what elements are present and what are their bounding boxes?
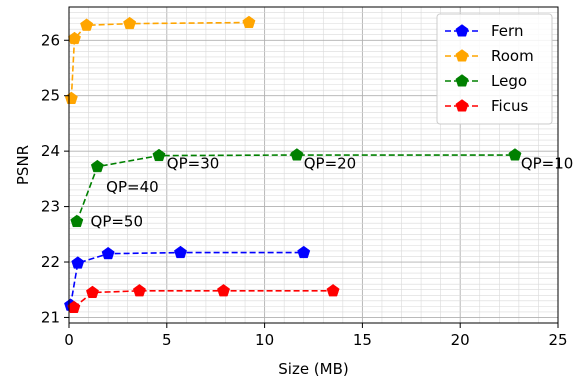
legend-label-room: Room — [491, 47, 534, 65]
legend-label-lego: Lego — [491, 72, 527, 90]
legend-marker-lego — [455, 74, 469, 87]
point-fern — [71, 256, 85, 269]
y-tick-label: 26 — [41, 31, 60, 49]
y-tick-label: 22 — [41, 253, 60, 271]
legend-marker-room — [455, 49, 469, 62]
point-lego — [90, 159, 104, 173]
x-tick-label: 5 — [162, 331, 172, 349]
series-layer — [64, 15, 522, 313]
legend-label-ficus: Ficus — [491, 97, 528, 115]
y-tick-label: 24 — [41, 142, 60, 160]
point-ficus — [132, 284, 146, 297]
point-room — [64, 91, 78, 104]
axis-ticks: 0 5 10 15 20 25 21 22 23 24 25 26 — [41, 31, 568, 349]
y-tick-label: 21 — [41, 308, 60, 326]
point-lego — [70, 214, 84, 228]
x-axis-label: Size (MB) — [278, 360, 349, 378]
qp-annotation: QP=10 — [521, 154, 573, 172]
legend-marker-fern — [455, 24, 469, 37]
point-ficus — [326, 284, 340, 297]
legend-label-fern: Fern — [491, 22, 523, 40]
point-lego — [508, 148, 522, 161]
point-lego — [152, 148, 166, 162]
qp-annotation: QP=40 — [106, 178, 159, 196]
x-tick-label: 10 — [255, 331, 274, 349]
legend-box — [436, 13, 553, 125]
point-room — [123, 16, 137, 30]
qp-annotation: QP=30 — [167, 154, 220, 172]
point-room — [242, 15, 256, 29]
qp-annotation: QP=20 — [304, 154, 357, 172]
legend: Fern Room Lego Ficus — [436, 13, 553, 125]
x-tick-label: 25 — [548, 331, 567, 349]
legend-marker-ficus — [455, 99, 469, 112]
series-ficus — [67, 284, 340, 313]
point-fern — [174, 245, 187, 259]
y-tick-label: 25 — [41, 87, 60, 105]
x-tick-label: 0 — [64, 331, 74, 349]
annotations: QP=50 QP=40 QP=30 QP=20 QP=10 — [91, 154, 573, 230]
point-ficus — [217, 284, 231, 297]
qp-annotation: QP=50 — [91, 213, 144, 231]
point-ficus — [85, 285, 99, 299]
series-line-ficus — [73, 290, 334, 309]
plot-frame — [68, 6, 559, 324]
grid — [68, 7, 559, 323]
x-tick-label: 15 — [353, 331, 372, 349]
x-tick-label: 20 — [451, 331, 470, 349]
point-room — [80, 18, 94, 31]
point-lego — [290, 148, 304, 161]
series-line-room — [70, 21, 249, 99]
y-axis-label: PSNR — [14, 145, 32, 185]
point-fern — [101, 246, 115, 260]
point-fern — [297, 245, 311, 259]
series-lego — [70, 148, 522, 228]
series-room — [64, 15, 256, 104]
y-tick-label: 23 — [41, 198, 60, 216]
